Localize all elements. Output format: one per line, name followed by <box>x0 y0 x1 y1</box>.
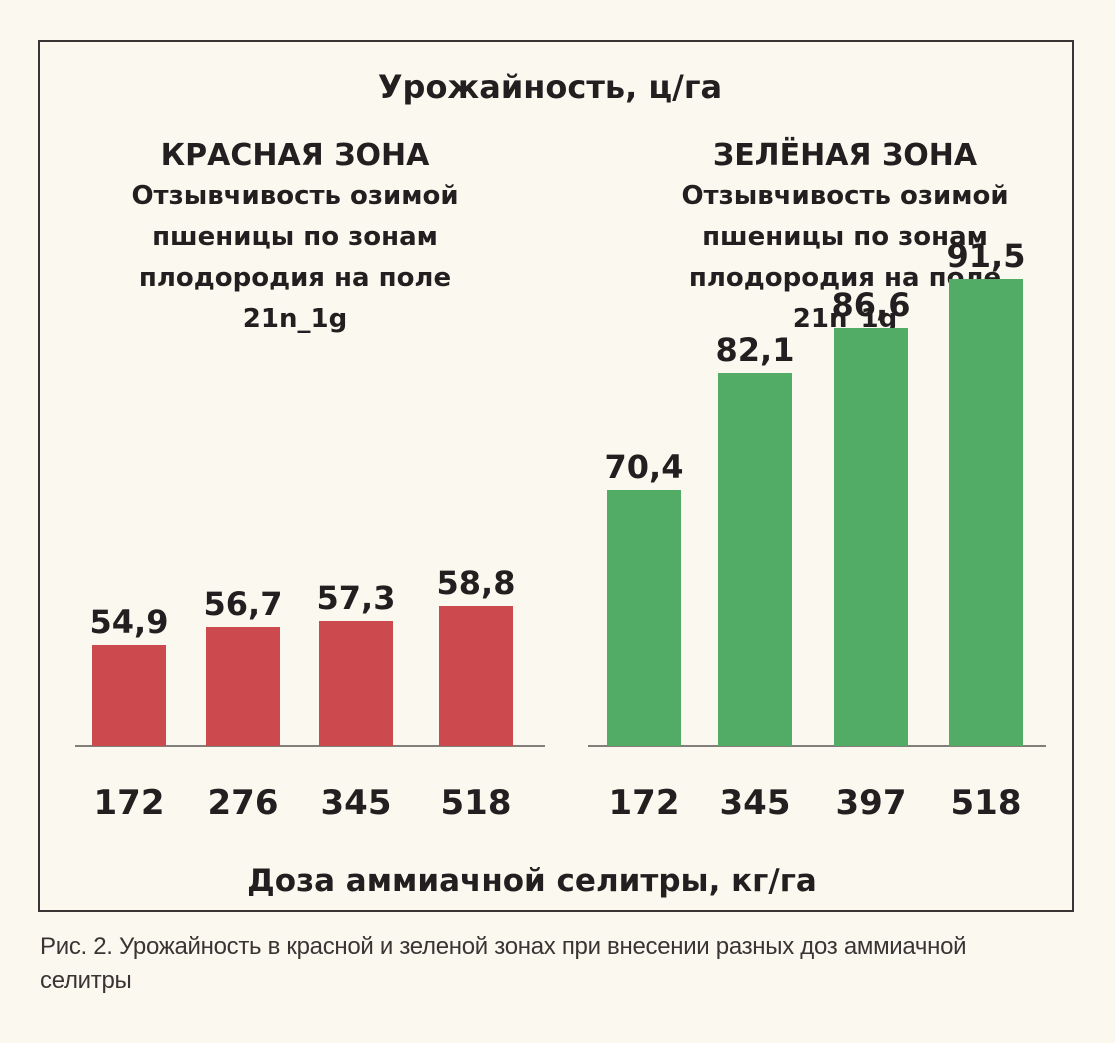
zone-subtitle-line: плодородия на поле <box>139 263 451 293</box>
bar-value-label: 82,1 <box>716 331 795 369</box>
figure-caption: Рис. 2. Урожайность в красной и зеленой … <box>40 933 967 994</box>
bar <box>206 627 280 746</box>
panel-1: КРАСНАЯ ЗОНА Отзывчивость озимой пшеницы п… <box>75 138 545 823</box>
zone-subtitle-line: пшеницы по зонам <box>702 222 988 252</box>
chart-title: Урожайность, ц/га <box>378 68 722 106</box>
x-tick-label: 345 <box>720 783 791 823</box>
bar-value-label: 86,6 <box>832 286 911 324</box>
bar-value-label: 56,7 <box>204 585 283 623</box>
bar-value-label: 54,9 <box>90 603 169 641</box>
x-tick-label: 518 <box>951 783 1022 823</box>
chart-frame <box>38 40 1074 912</box>
bar <box>319 621 393 746</box>
zone-subtitle-line: пшеницы по зонам <box>152 222 438 252</box>
x-tick-label: 345 <box>321 783 392 823</box>
zone-subtitle-line: 21n_1g <box>243 304 347 334</box>
x-tick-label: 518 <box>441 783 512 823</box>
bar-value-label: 58,8 <box>437 564 516 602</box>
x-tick-label: 276 <box>208 783 279 823</box>
zone-title: КРАСНАЯ ЗОНА <box>161 138 431 173</box>
bar <box>92 645 166 746</box>
bar <box>439 606 513 746</box>
bar <box>834 328 908 746</box>
bar <box>718 373 792 746</box>
bar <box>607 490 681 746</box>
x-tick-label: 397 <box>836 783 907 823</box>
zone-subtitle-line: Отзывчивость озимой <box>131 181 458 211</box>
panel-2: ЗЕЛЁНАЯ ЗОНА Отзывчивость озимой пшеницы п… <box>588 137 1046 823</box>
zone-subtitle-line: Отзывчивость озимой <box>681 181 1008 211</box>
bar <box>949 279 1023 746</box>
zone-title: ЗЕЛЁНАЯ ЗОНА <box>713 137 978 173</box>
x-tick-label: 172 <box>609 783 680 823</box>
bar-value-label: 70,4 <box>605 448 684 486</box>
x-tick-label: 172 <box>94 783 165 823</box>
x-axis-label: Доза аммиачной селитры, кг/га <box>247 863 817 899</box>
bar-value-label: 57,3 <box>317 579 396 617</box>
yield-chart: Урожайность, ц/га Доза аммиачной селитры… <box>75 68 1046 899</box>
bar-value-label: 91,5 <box>947 237 1026 275</box>
